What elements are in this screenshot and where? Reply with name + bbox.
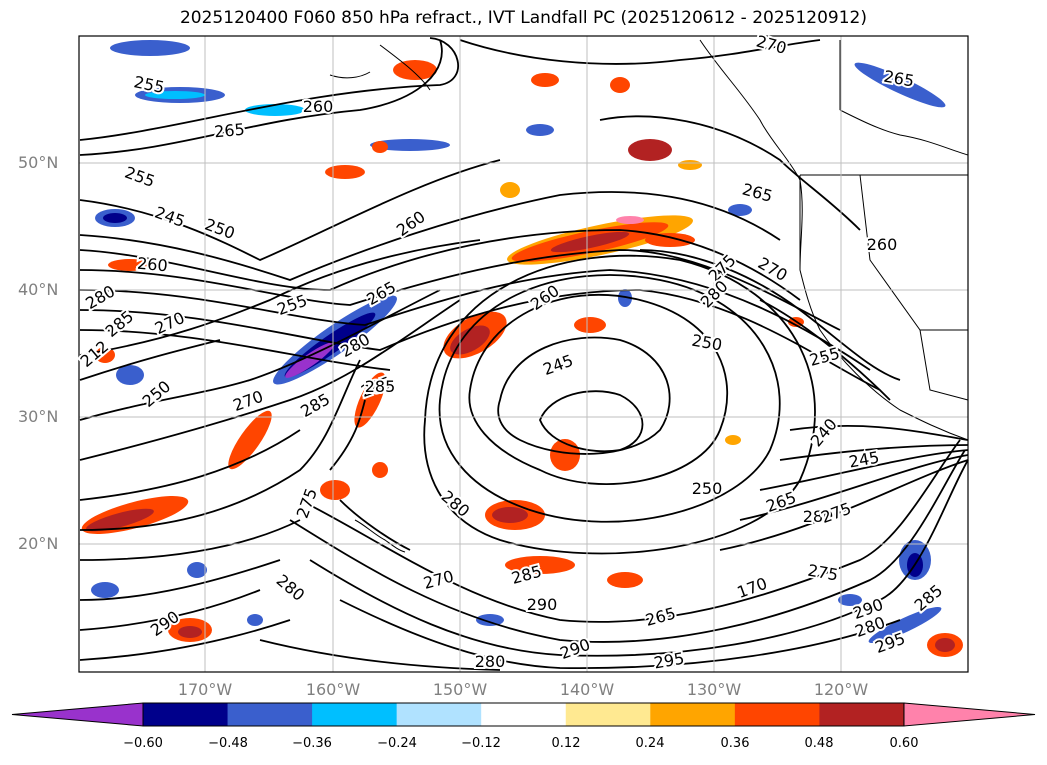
lon-label-120w: 120°W [813, 680, 869, 699]
colorbar-segment [312, 703, 398, 726]
contour-label: 250 [139, 377, 175, 411]
colorbar-tick: 0.12 [551, 736, 581, 751]
contour-label: 245 [847, 448, 880, 472]
contour-label: 250 [690, 331, 723, 355]
contour-label: 260 [393, 207, 429, 240]
contour-label: 285 [365, 377, 396, 396]
contour-label: 245 [152, 203, 187, 231]
contour-label: 265 [643, 604, 677, 630]
colorbar-tick: −0.36 [292, 736, 332, 751]
colorbar-segment [396, 703, 482, 726]
contour-label: 212 [77, 337, 113, 371]
lon-label-170w: 170°W [177, 680, 233, 699]
contour-label: 280 [273, 571, 309, 605]
colorbar-segment [819, 703, 905, 726]
contour-label: 290 [527, 595, 558, 614]
colorbar-tick: −0.12 [461, 736, 501, 751]
colorbar-tick: −0.60 [123, 736, 163, 751]
colorbar-segment [650, 703, 736, 726]
lon-label-160w: 160°W [305, 680, 361, 699]
map-frame [78, 35, 969, 673]
colorbar-frame [142, 702, 905, 727]
colorbar-tick: 0.24 [635, 736, 665, 751]
colorbar-tick: 0.48 [804, 736, 834, 751]
contour-label: 265 [740, 180, 774, 206]
map-title: 2025120400 F060 850 hPa refract., IVT La… [179, 8, 867, 28]
contour-label: 170 [735, 574, 770, 602]
contour-label: 260 [136, 254, 168, 276]
contour-label: 265 [213, 120, 245, 142]
lat-label-30n: 30°N [18, 407, 59, 426]
refractivity-contours [79, 37, 969, 671]
colorbar [11, 702, 1036, 727]
contour-label: 255 [122, 163, 157, 191]
colorbar-segment [227, 703, 313, 726]
contour-label: 280 [475, 652, 506, 671]
contour-label: 250 [692, 479, 723, 498]
colorbar-tick: −0.48 [208, 736, 248, 751]
colorbar-tick: 0.36 [720, 736, 750, 751]
contour-label: 260 [303, 97, 334, 116]
contour-label: 270 [231, 387, 266, 415]
contour-label: 265 [764, 488, 799, 516]
colorbar-segment [11, 702, 144, 727]
contour-label: 275 [806, 561, 839, 585]
graticule [79, 36, 968, 672]
colorbar-segment [903, 702, 1036, 727]
lon-label-150w: 150°W [432, 680, 488, 699]
colorbar-segment [143, 703, 229, 726]
contour-label: 295 [652, 649, 685, 673]
lat-label-20n: 20°N [18, 534, 59, 553]
colorbar-segment [734, 703, 820, 726]
lat-label-40n: 40°N [18, 280, 59, 299]
lon-label-140w: 140°W [559, 680, 615, 699]
refractivity-shading [81, 40, 963, 657]
contour-label: 250 [202, 215, 237, 243]
contour-label: 260 [867, 235, 898, 254]
contour-label: 275 [819, 499, 854, 527]
contour-label: 285 [297, 389, 333, 421]
coastline [329, 39, 969, 553]
contour-label: 270 [421, 567, 455, 593]
colorbar-tick: −0.24 [377, 736, 417, 751]
contour-label: 280 [438, 487, 474, 521]
lon-label-130w: 130°W [686, 680, 742, 699]
lat-label-50n: 50°N [18, 153, 59, 172]
contour-label: 275 [293, 486, 321, 521]
contour-label: 280 [82, 281, 118, 313]
contour-label: 245 [541, 351, 576, 379]
colorbar-tick: 0.60 [889, 736, 919, 751]
contour-label: 280 [803, 507, 834, 526]
colorbar-segment [565, 703, 651, 726]
colorbar-segment [481, 703, 567, 726]
contour-label: 270 [152, 308, 188, 338]
